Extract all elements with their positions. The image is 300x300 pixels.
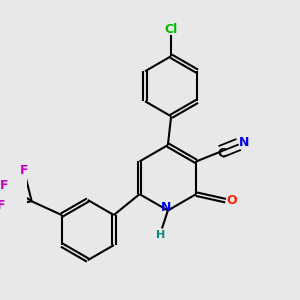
Text: O: O <box>226 194 237 207</box>
Text: F: F <box>20 164 28 177</box>
Text: N: N <box>161 201 171 214</box>
Text: H: H <box>156 230 165 240</box>
Text: F: F <box>0 199 5 212</box>
Text: N: N <box>239 136 250 149</box>
Text: Cl: Cl <box>164 22 178 36</box>
Text: F: F <box>0 179 8 193</box>
Text: C: C <box>218 147 227 160</box>
